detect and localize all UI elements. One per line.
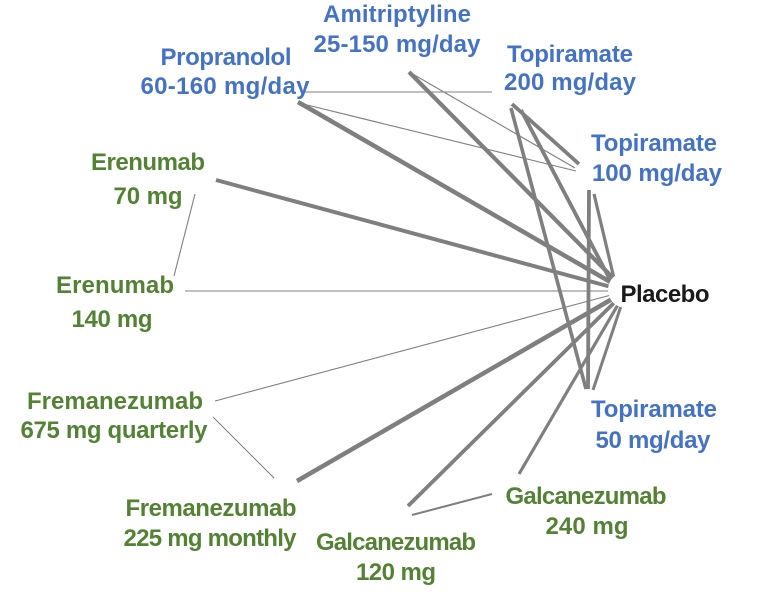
svg-text:Placebo: Placebo — [621, 281, 710, 308]
svg-text:70 mg: 70 mg — [114, 183, 183, 210]
svg-text:Erenumab: Erenumab — [91, 149, 205, 176]
svg-text:200 mg/day: 200 mg/day — [504, 69, 637, 96]
svg-text:Erenumab: Erenumab — [56, 272, 174, 299]
svg-text:Galcanezumab: Galcanezumab — [316, 529, 476, 556]
svg-text:Topiramate: Topiramate — [591, 396, 717, 423]
svg-text:225 mg monthly: 225 mg monthly — [124, 525, 298, 552]
svg-text:Amitriptyline: Amitriptyline — [323, 1, 471, 28]
svg-text:Galcanezumab: Galcanezumab — [506, 483, 667, 510]
svg-text:50 mg/day: 50 mg/day — [596, 427, 712, 454]
svg-text:Topiramate: Topiramate — [507, 41, 633, 68]
svg-text:Fremanezumab: Fremanezumab — [27, 388, 203, 415]
svg-text:120 mg: 120 mg — [356, 559, 436, 586]
svg-text:60-160 mg/day: 60-160 mg/day — [141, 73, 311, 100]
svg-text:Fremanezumab: Fremanezumab — [126, 495, 297, 522]
svg-text:675 mg quarterly: 675 mg quarterly — [21, 417, 209, 444]
svg-text:Topiramate: Topiramate — [591, 130, 717, 157]
svg-text:Propranolol: Propranolol — [161, 44, 292, 71]
svg-text:140 mg: 140 mg — [72, 306, 153, 333]
svg-text:100 mg/day: 100 mg/day — [592, 160, 723, 187]
svg-text:25-150 mg/day: 25-150 mg/day — [314, 31, 482, 58]
svg-text:240 mg: 240 mg — [546, 513, 629, 540]
